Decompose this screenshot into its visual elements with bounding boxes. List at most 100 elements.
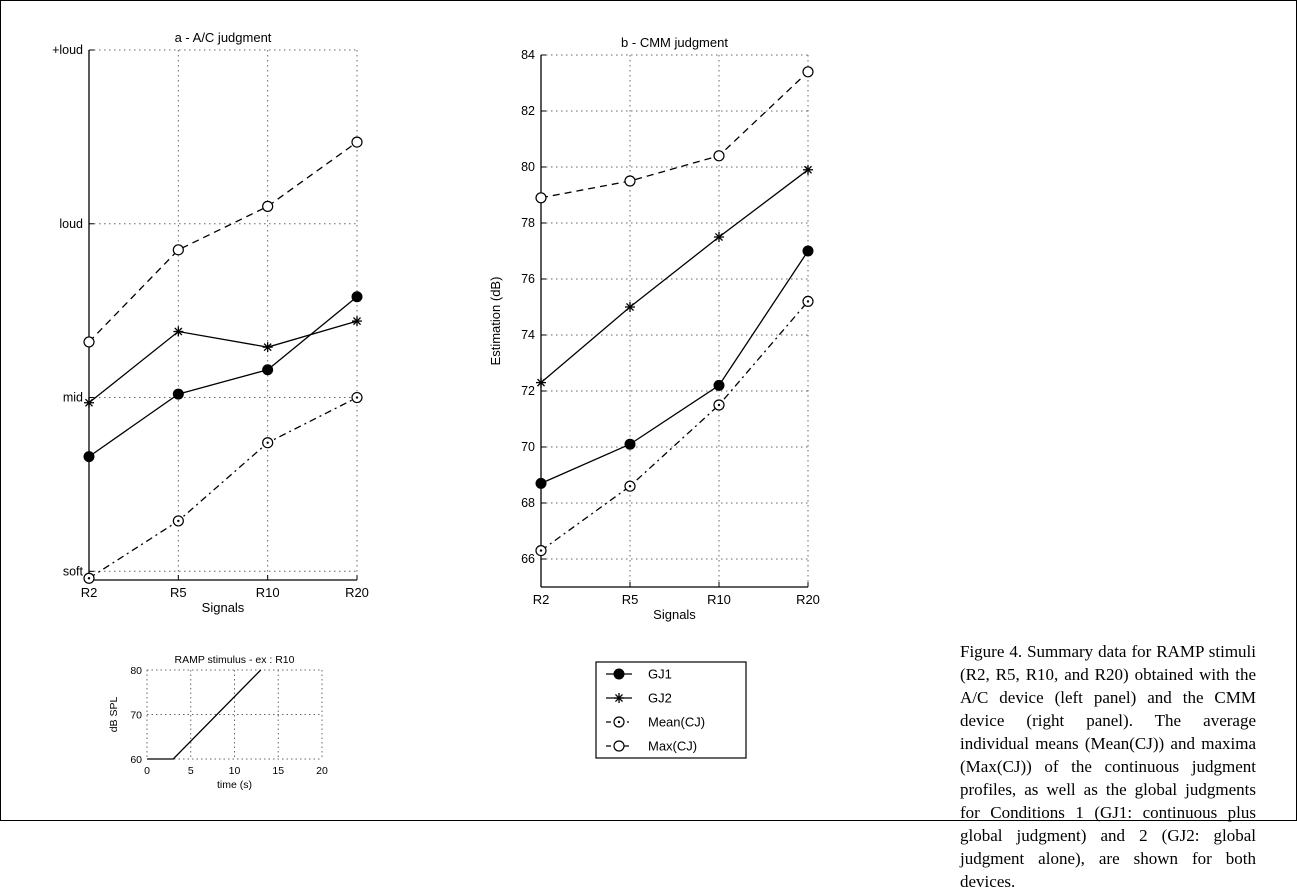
data-point (802, 66, 814, 78)
data-point (713, 379, 725, 391)
y-axis-label: Estimation (dB) (488, 277, 503, 366)
legend-marker-dot (617, 720, 621, 724)
data-point-dot (355, 396, 359, 399)
data-point (713, 150, 725, 162)
y-tick-label: 80 (521, 160, 535, 174)
data-point (262, 200, 274, 212)
legend-marker-ray (615, 694, 623, 702)
series-line (88, 296, 358, 458)
data-point (172, 515, 184, 527)
legend-entry: Mean(CJ) (606, 715, 705, 730)
series-line (88, 141, 358, 343)
series-line (88, 396, 358, 579)
x-tick-label: R2 (533, 592, 550, 607)
x-tick-label: 5 (188, 765, 194, 777)
x-tick-label: R10 (256, 585, 280, 600)
data-point-dot (806, 300, 810, 303)
series-gj2 (84, 316, 362, 408)
data-point (536, 377, 546, 388)
panel-c-ramp-stimulus: RAMP stimulus - ex : R10 0 5 10 15 20 60 70 80 ti… (108, 654, 328, 791)
x-tick-label: R2 (81, 585, 98, 600)
data-point (351, 391, 363, 404)
x-tick-label: R5 (622, 592, 639, 607)
data-point-dot (266, 441, 269, 444)
x-axis-label: time (s) (217, 779, 252, 791)
legend: GJ1 GJ2 Mean(CJ) Max(CJ) (595, 661, 747, 759)
data-point (535, 192, 547, 204)
x-axis-label: Signals (202, 600, 245, 615)
data-point-ray (174, 327, 183, 336)
y-tick-label: 72 (521, 384, 535, 398)
panel-a-ac-judgment: a - A/C judgment R2 R5 R10 R20 soft mid loud +lo… (52, 30, 369, 615)
series-line (540, 250, 809, 484)
data-point (84, 397, 94, 408)
y-tick-label: 76 (521, 272, 535, 286)
y-tick-label: +loud (52, 43, 83, 57)
data-point-ray (537, 378, 545, 387)
data-point (535, 544, 547, 557)
x-tick-label: R20 (796, 592, 820, 607)
data-point (352, 316, 362, 327)
x-tick-label: 10 (229, 765, 241, 777)
series-maxcj (83, 136, 363, 348)
y-tick-label: 66 (521, 552, 535, 566)
y-tick-label: 70 (521, 440, 535, 454)
chart-title: b - CMM judgment (621, 35, 728, 50)
x-tick-label: 20 (316, 765, 328, 777)
data-point (172, 244, 184, 256)
x-tick-label: R10 (707, 592, 731, 607)
data-point-ray (715, 233, 723, 241)
data-point (83, 451, 95, 463)
data-point-ray (626, 303, 634, 311)
x-tick-label: R20 (345, 585, 369, 600)
data-point (803, 164, 813, 175)
data-point (624, 480, 636, 492)
data-point-dot (628, 485, 632, 488)
data-point-ray (263, 343, 272, 352)
data-point (262, 437, 274, 449)
series-line (540, 71, 809, 199)
chart-title: a - A/C judgment (175, 30, 272, 45)
legend-label: GJ1 (648, 667, 672, 682)
y-tick-label: loud (59, 217, 83, 231)
y-tick-label: 78 (521, 216, 535, 230)
data-point-ray (85, 398, 93, 407)
legend-entry: GJ2 (606, 691, 672, 706)
series-gj1 (83, 291, 363, 463)
legend-label: Mean(CJ) (648, 715, 705, 730)
data-point (83, 336, 95, 348)
y-axis-label: dB SPL (108, 697, 120, 733)
series-gj1 (535, 245, 814, 489)
data-point (802, 295, 814, 307)
panel-b-cmm-judgment: b - CMM judgment R2 R5 R10 R20 66 68 70 72 74 76 78… (488, 35, 820, 622)
data-point (714, 232, 724, 242)
data-point-dot (539, 549, 543, 552)
figure-caption: Figure 4. Summary data for RAMP stimuli … (960, 642, 1256, 891)
data-point-dot (87, 577, 91, 580)
data-point (713, 399, 725, 411)
legend-label: GJ2 (648, 691, 672, 706)
y-tick-label: 60 (130, 754, 142, 766)
legend-marker (613, 740, 625, 752)
data-point (172, 388, 184, 400)
y-tick-label: 80 (130, 665, 142, 677)
series-line (540, 169, 809, 384)
chart-title: RAMP stimulus - ex : R10 (174, 654, 294, 666)
data-point (625, 302, 635, 312)
series-meancj (535, 295, 814, 557)
data-point (624, 175, 636, 187)
data-point (262, 364, 274, 376)
legend-marker (613, 716, 625, 728)
x-tick-label: 15 (272, 765, 284, 777)
series-line (88, 320, 358, 404)
data-point-ray (353, 317, 361, 326)
y-tick-label: mid (63, 391, 83, 405)
legend-label: Max(CJ) (648, 739, 697, 754)
data-point (351, 291, 363, 303)
series-meancj (83, 391, 363, 584)
legend-entry: GJ1 (606, 667, 672, 682)
data-point-ray (804, 165, 812, 174)
x-tick-label: R5 (170, 585, 187, 600)
data-point (83, 572, 95, 584)
